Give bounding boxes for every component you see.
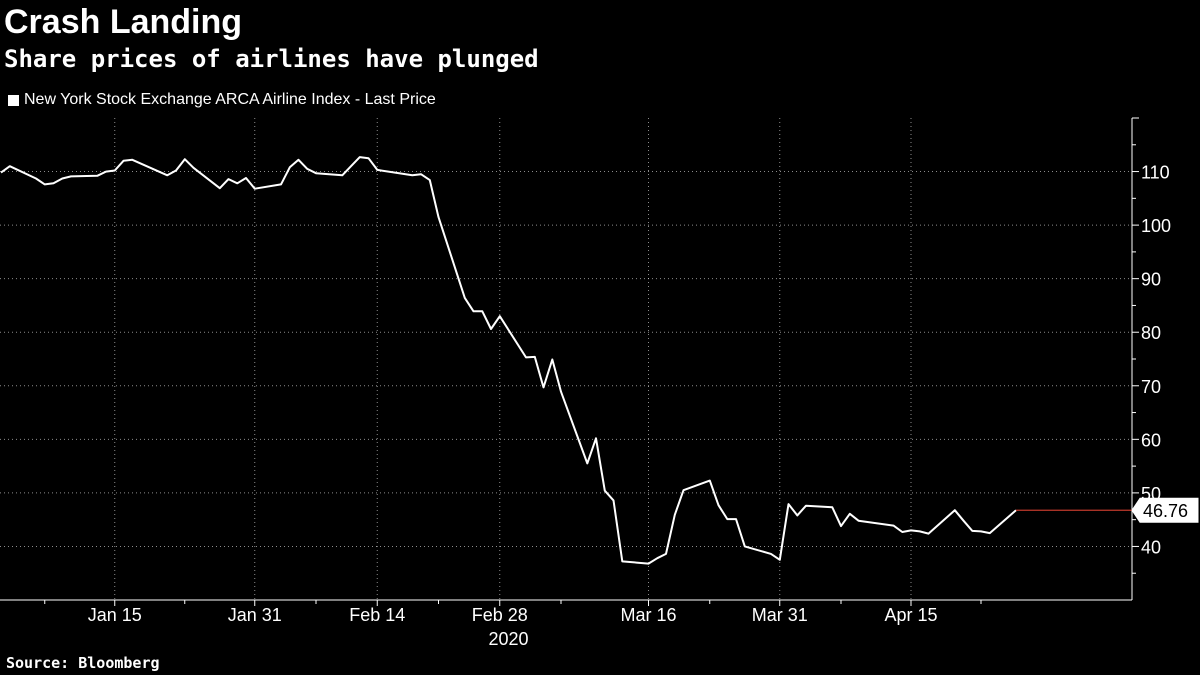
y-tick-label: 90 <box>1141 270 1161 290</box>
x-tick-label: Apr 15 <box>884 605 937 625</box>
y-tick-label: 70 <box>1141 377 1161 397</box>
x-tick-label: Mar 16 <box>620 605 676 625</box>
x-tick-label: Feb 14 <box>349 605 405 625</box>
y-tick-label: 60 <box>1141 430 1161 450</box>
x-year-label: 2020 <box>488 629 528 649</box>
source-note: Source: Bloomberg <box>6 654 160 672</box>
series-layer <box>0 156 1132 565</box>
legend-swatch <box>8 94 19 106</box>
last-value-label: 46.76 <box>1143 501 1188 521</box>
chart-title: Crash Landing <box>4 3 243 41</box>
legend-label: New York Stock Exchange ARCA Airline Ind… <box>24 91 436 108</box>
x-tick-label: Feb 28 <box>472 605 528 625</box>
x-tick-label: Jan 31 <box>228 605 282 625</box>
last-value-box <box>1131 497 1199 523</box>
grid <box>0 118 1132 600</box>
y-tick-label: 80 <box>1141 323 1161 343</box>
axes <box>0 117 1139 606</box>
x-tick-label: Mar 31 <box>752 605 808 625</box>
chart-subtitle: Share prices of airlines have plunged <box>4 45 539 73</box>
y-tick-label: 100 <box>1141 216 1171 236</box>
y-tick-label: 110 <box>1141 163 1170 183</box>
legend: New York Stock Exchange ARCA Airline Ind… <box>8 90 436 110</box>
y-tick-label: 40 <box>1141 537 1161 557</box>
x-tick-label: Jan 15 <box>88 605 142 625</box>
series-line <box>0 156 1017 565</box>
